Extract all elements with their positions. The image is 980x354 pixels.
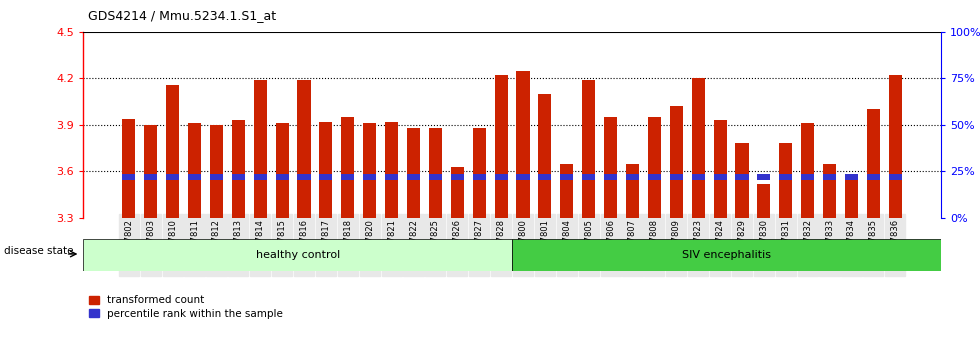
Bar [429,128,442,218]
Bar [298,80,311,218]
Bar [495,174,508,180]
Bar [582,80,595,218]
Bar [472,128,486,218]
Bar [516,174,529,180]
Bar [669,174,683,180]
Bar [692,78,705,218]
Bar [713,120,726,218]
Legend: transformed count, percentile rank within the sample: transformed count, percentile rank withi… [88,296,283,319]
Bar [538,174,552,180]
Bar [166,85,179,218]
Bar [188,123,201,218]
Bar [604,117,617,218]
Bar [319,122,332,218]
Bar [341,117,355,218]
Bar [669,106,683,218]
Bar [144,174,158,180]
Bar [692,174,705,180]
Bar [451,167,464,218]
Bar [166,174,179,180]
Bar [122,174,135,180]
Bar [561,174,573,180]
Bar [626,164,639,218]
Bar [385,122,398,218]
Bar [866,109,880,218]
Bar [845,177,858,218]
Bar [889,174,902,180]
Bar [779,174,793,180]
Bar [298,174,311,180]
Bar [451,174,464,180]
Bar [385,174,398,180]
Bar [319,174,332,180]
Bar [779,143,793,218]
Bar [122,119,135,218]
Bar [801,174,814,180]
Bar [648,174,661,180]
Bar [866,174,880,180]
Bar [889,75,902,218]
Bar [648,117,661,218]
Bar [254,80,267,218]
Bar [254,174,267,180]
Bar [472,174,486,180]
Bar [495,75,508,218]
Bar [210,174,223,180]
Bar [758,184,770,218]
Bar [429,174,442,180]
Bar [231,174,245,180]
Bar [713,174,726,180]
Bar [144,125,158,218]
Bar [735,143,749,218]
Bar [561,164,573,218]
Text: GDS4214 / Mmu.5234.1.S1_at: GDS4214 / Mmu.5234.1.S1_at [88,9,276,22]
Bar [275,123,289,218]
Bar [407,174,420,180]
Bar [364,174,376,180]
Bar [735,174,749,180]
Bar [188,174,201,180]
Bar [83,239,512,271]
Bar [604,174,617,180]
Bar [210,125,223,218]
Bar [364,123,376,218]
Bar [823,174,836,180]
Bar [407,128,420,218]
Bar [626,174,639,180]
Bar [823,164,836,218]
Bar [231,120,245,218]
Bar [538,94,552,218]
Bar [512,239,941,271]
Text: SIV encephalitis: SIV encephalitis [682,250,771,260]
Bar [758,174,770,180]
Bar [516,70,529,218]
Bar [275,174,289,180]
Bar [582,174,595,180]
Bar [845,174,858,180]
Bar [801,123,814,218]
Text: disease state: disease state [4,246,74,256]
Text: healthy control: healthy control [256,250,340,260]
Bar [341,174,355,180]
